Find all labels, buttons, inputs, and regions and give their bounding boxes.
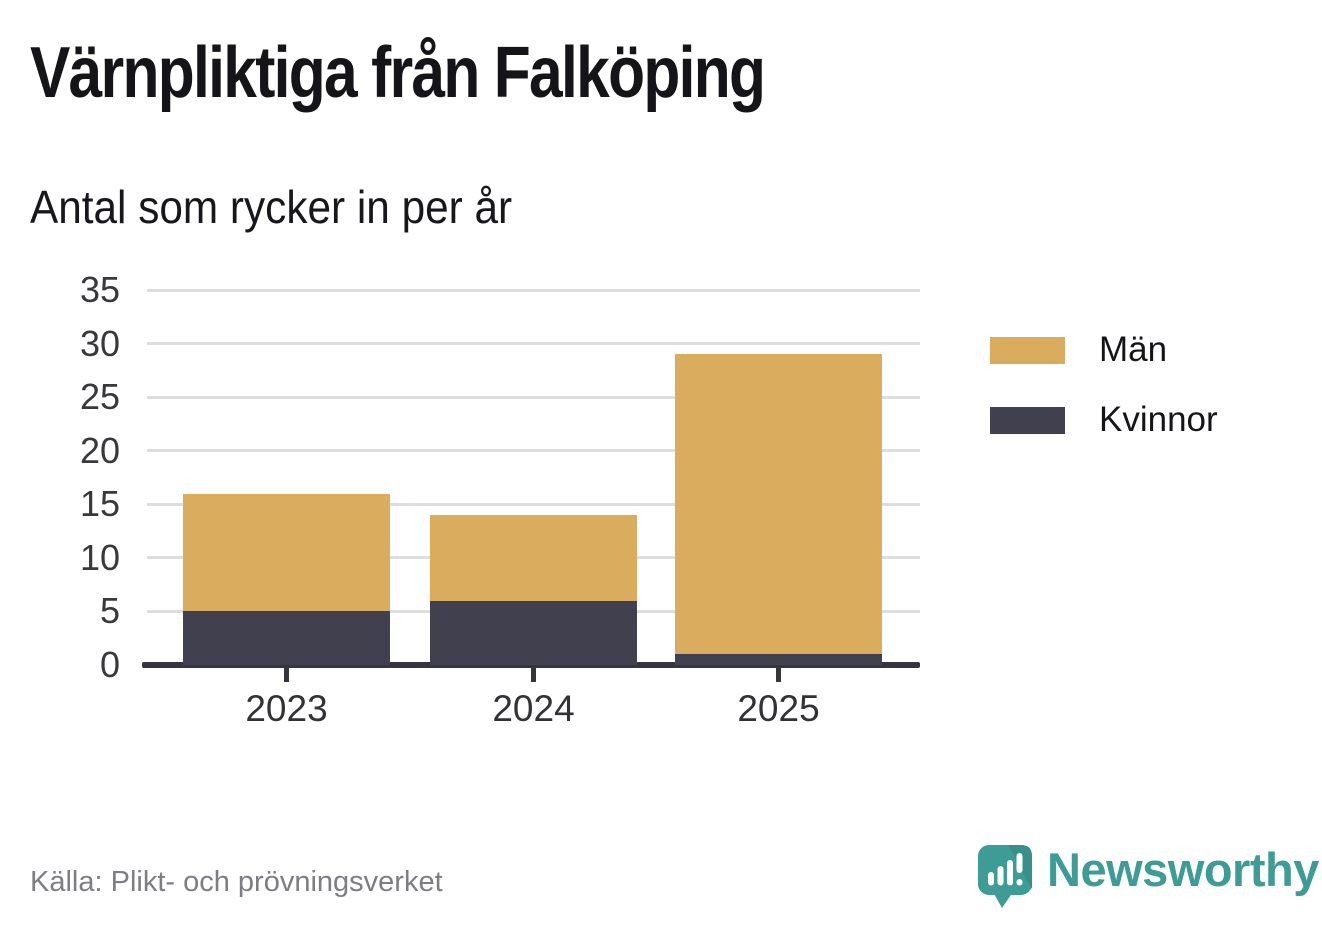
y-tick-label-25: 25 bbox=[79, 376, 120, 418]
legend-swatch-kvinnor bbox=[990, 406, 1065, 434]
x-tick-2024 bbox=[531, 668, 536, 682]
bar-segment-kvinnor-2025 bbox=[675, 654, 882, 665]
gridline-y-15 bbox=[147, 502, 920, 506]
chart-title: Värnpliktiga från Falköping bbox=[30, 33, 766, 113]
source-note: Källa: Plikt- och prövningsverket bbox=[30, 866, 443, 898]
bar-segment-män-2023 bbox=[183, 493, 390, 612]
bar-segment-män-2024 bbox=[430, 515, 637, 601]
gridline-y-30 bbox=[147, 342, 920, 346]
x-tick-2023 bbox=[284, 668, 289, 682]
legend-label-kvinnor: Kvinnor bbox=[1099, 400, 1218, 439]
bar-segment-kvinnor-2024 bbox=[430, 600, 637, 665]
legend-item-kvinnor: Kvinnor bbox=[990, 400, 1218, 440]
legend-item-män: Män bbox=[990, 330, 1218, 370]
y-tick-label-15: 15 bbox=[79, 483, 120, 525]
legend: Män Kvinnor bbox=[990, 330, 1218, 470]
x-tick-label-2024: 2024 bbox=[492, 688, 575, 729]
brand-footer: Newsworthy bbox=[978, 843, 1319, 908]
bar-segment-kvinnor-2023 bbox=[183, 611, 390, 665]
y-tick-label-20: 20 bbox=[79, 429, 120, 471]
x-axis-line bbox=[142, 662, 920, 668]
gridline-y-20 bbox=[147, 449, 920, 453]
y-tick-label-10: 10 bbox=[79, 536, 120, 578]
chart-subtitle: Antal som rycker in per år bbox=[30, 181, 513, 233]
y-tick-label-5: 5 bbox=[99, 590, 120, 632]
legend-label-män: Män bbox=[1099, 330, 1168, 369]
y-tick-label-0: 0 bbox=[99, 644, 120, 685]
y-tick-label-30: 30 bbox=[79, 322, 120, 364]
x-tick-label-2023: 2023 bbox=[245, 688, 328, 729]
speech-bubble-bar-chart-icon bbox=[978, 845, 1032, 908]
gridline-y-35 bbox=[147, 288, 920, 292]
x-tick-label-2025: 2025 bbox=[737, 688, 820, 729]
bar-segment-män-2025 bbox=[675, 354, 882, 655]
y-tick-label-35: 35 bbox=[79, 269, 120, 310]
gridline-y-25 bbox=[147, 395, 920, 399]
brand-name: Newsworthy bbox=[1047, 843, 1319, 896]
plot-area: 0 5 10 15 20 25 30 35 2023 2024 2025 bbox=[80, 269, 920, 729]
x-tick-2025 bbox=[776, 668, 781, 682]
legend-swatch-män bbox=[990, 336, 1065, 364]
